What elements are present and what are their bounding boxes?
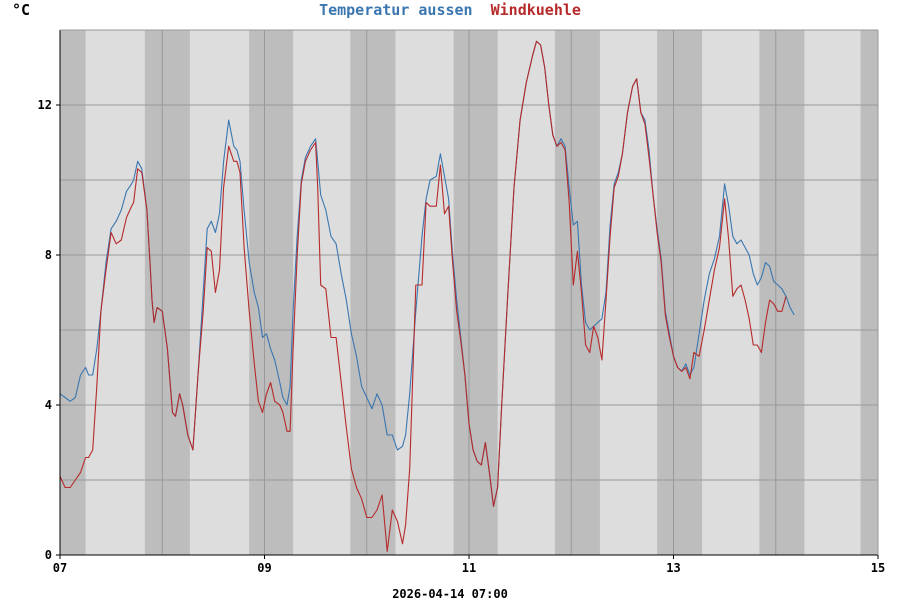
night-band (554, 30, 600, 555)
y-tick-label: 4 (45, 398, 52, 412)
night-band (60, 30, 86, 555)
x-tick-label: 15 (871, 561, 885, 575)
night-band (350, 30, 396, 555)
title-windchill: Windkuehle (491, 1, 581, 19)
series-line-windchill (59, 40, 787, 552)
plot-area: 07 09 11 13 15 0 4 8 12 (38, 29, 885, 575)
night-band (144, 30, 190, 555)
y-unit-label: °C (12, 1, 30, 19)
x-tick-label: 11 (462, 561, 476, 575)
night-band (453, 30, 498, 555)
y-tick-label: 0 (45, 548, 52, 562)
night-band (759, 30, 805, 555)
x-tick-label: 09 (257, 561, 271, 575)
y-tick-label: 8 (45, 248, 52, 262)
night-band (860, 30, 878, 555)
title-temperature: Temperatur aussen (319, 1, 473, 19)
x-tick-label: 13 (666, 561, 680, 575)
timestamp-label: 2026-04-14 07:00 (392, 587, 508, 600)
night-band (657, 30, 703, 555)
chart-title: Temperatur aussen Windkuehle (319, 1, 581, 19)
x-tick-label: 07 (53, 561, 67, 575)
y-tick-label: 12 (38, 98, 52, 112)
night-band (249, 30, 294, 555)
